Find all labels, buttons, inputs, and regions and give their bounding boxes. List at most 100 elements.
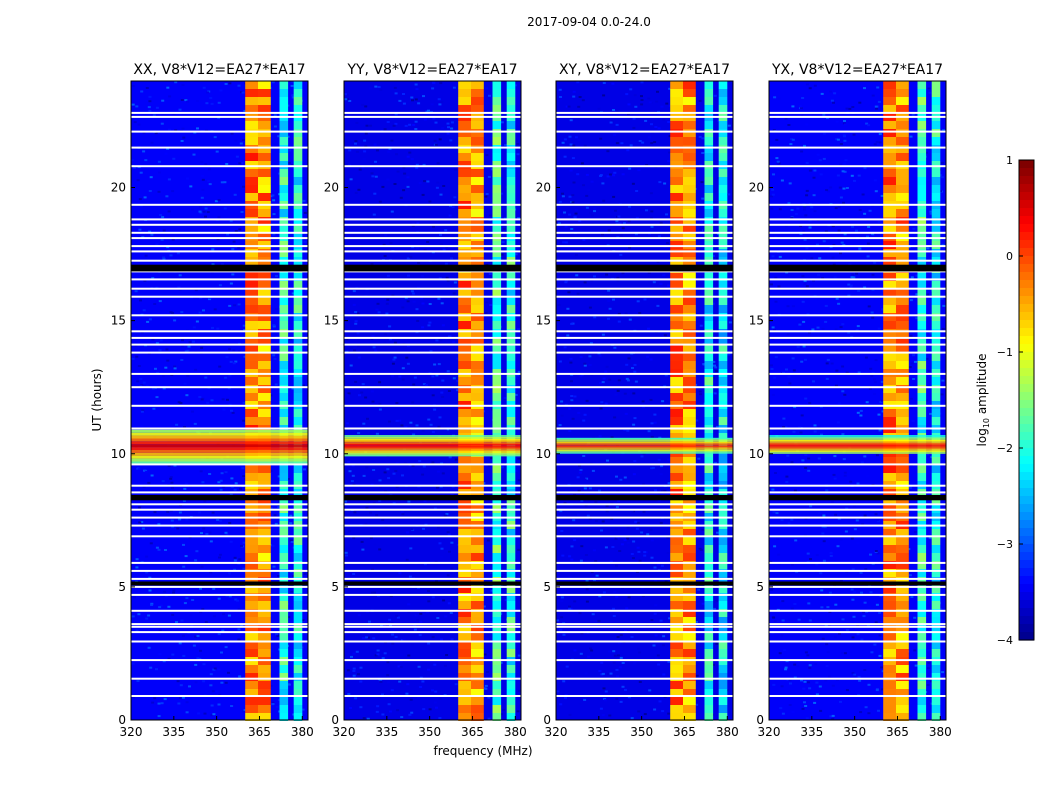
noise-cell [623, 476, 627, 479]
noise-cell [777, 285, 781, 288]
noise-cell [913, 531, 917, 533]
noise-cell [371, 568, 375, 571]
noise-cell [362, 158, 366, 161]
flagged-row [344, 343, 521, 346]
noise-cell [925, 357, 929, 360]
noise-cell [162, 229, 166, 232]
rfi-cell [492, 641, 502, 649]
noise-cell [228, 572, 231, 575]
noise-cell [181, 634, 185, 637]
rfi-cell [458, 353, 471, 361]
x-tick-label: 365 [248, 725, 271, 739]
rfi-cell [458, 473, 471, 481]
noise-cell [615, 110, 619, 113]
flagged-row [556, 404, 733, 407]
flagged-row [344, 165, 521, 168]
noise-cell [206, 91, 210, 94]
noise-cell [711, 663, 715, 666]
noise-cell [831, 225, 835, 228]
noise-cell [871, 273, 875, 276]
noise-cell [818, 685, 822, 688]
noise-cell [516, 177, 519, 180]
rfi-cell [896, 81, 909, 89]
noise-cell [784, 425, 788, 428]
noise-cell [405, 558, 409, 561]
rfi-cell [279, 297, 289, 305]
rfi-cell [704, 465, 714, 473]
rfi-cell [471, 585, 484, 593]
rfi-cell [718, 281, 728, 289]
flagged-row [344, 130, 521, 133]
rfi-cell [883, 129, 896, 137]
rfi-cell [245, 609, 258, 617]
noise-cell [517, 548, 521, 551]
rfi-cell [279, 217, 289, 225]
noise-cell [374, 349, 378, 352]
rfi-cell [896, 473, 909, 481]
rfi-cell [245, 577, 258, 585]
noise-cell [624, 688, 627, 691]
noise-cell [180, 619, 184, 622]
noise-cell [796, 345, 800, 348]
rfi-cell [506, 305, 516, 313]
noise-cell [182, 136, 186, 139]
noise-cell [353, 349, 357, 352]
noise-cell [431, 394, 435, 397]
rfi-cell [704, 137, 714, 145]
wideband-rfi-row [556, 449, 733, 452]
rfi-cell [492, 625, 502, 633]
noise-cell [618, 642, 621, 645]
noise-cell [612, 109, 615, 111]
noise-cell [660, 105, 664, 108]
flagged-row [131, 386, 308, 389]
rfi-cell [245, 241, 258, 249]
noise-cell [727, 225, 731, 228]
noise-cell [569, 361, 573, 364]
noise-cell [602, 591, 606, 594]
noise-cell [408, 151, 412, 154]
rfi-cell [718, 697, 728, 705]
noise-cell [202, 309, 205, 312]
rfi-cell [471, 185, 484, 193]
noise-cell [349, 396, 352, 399]
rfi-cell [458, 577, 471, 585]
noise-cell [790, 209, 794, 211]
rfi-cell [896, 361, 909, 369]
rfi-cell [718, 673, 728, 681]
flagged-row [131, 231, 308, 234]
noise-cell [869, 591, 873, 594]
rfi-cell [471, 337, 484, 345]
noise-cell [211, 511, 215, 514]
rfi-cell [492, 561, 502, 569]
noise-cell [194, 681, 198, 684]
noise-cell [701, 197, 705, 200]
noise-cell [145, 470, 149, 473]
rfi-cell [471, 529, 484, 537]
rfi-cell [471, 89, 484, 97]
noise-cell [601, 520, 605, 523]
flagged-row [556, 146, 733, 149]
noise-cell [436, 619, 440, 622]
noise-cell [346, 98, 350, 101]
noise-cell [150, 474, 154, 477]
noise-cell [843, 474, 847, 477]
noise-cell [414, 120, 418, 123]
x-tick-label: 350 [418, 725, 441, 739]
noise-cell [288, 149, 292, 152]
noise-cell [663, 182, 667, 185]
noise-cell [160, 239, 164, 241]
noise-cell [558, 256, 562, 259]
noise-cell [647, 136, 651, 139]
noise-cell [410, 96, 414, 99]
noise-cell [487, 696, 491, 699]
rfi-cell [293, 553, 303, 561]
noise-cell [490, 168, 494, 171]
noise-cell [391, 362, 395, 365]
noise-cell [518, 689, 521, 692]
rfi-cell [258, 497, 271, 505]
noise-cell [422, 383, 426, 386]
noise-cell [702, 327, 706, 330]
noise-cell [590, 374, 594, 376]
rfi-cell [458, 497, 471, 505]
noise-cell [345, 394, 349, 397]
